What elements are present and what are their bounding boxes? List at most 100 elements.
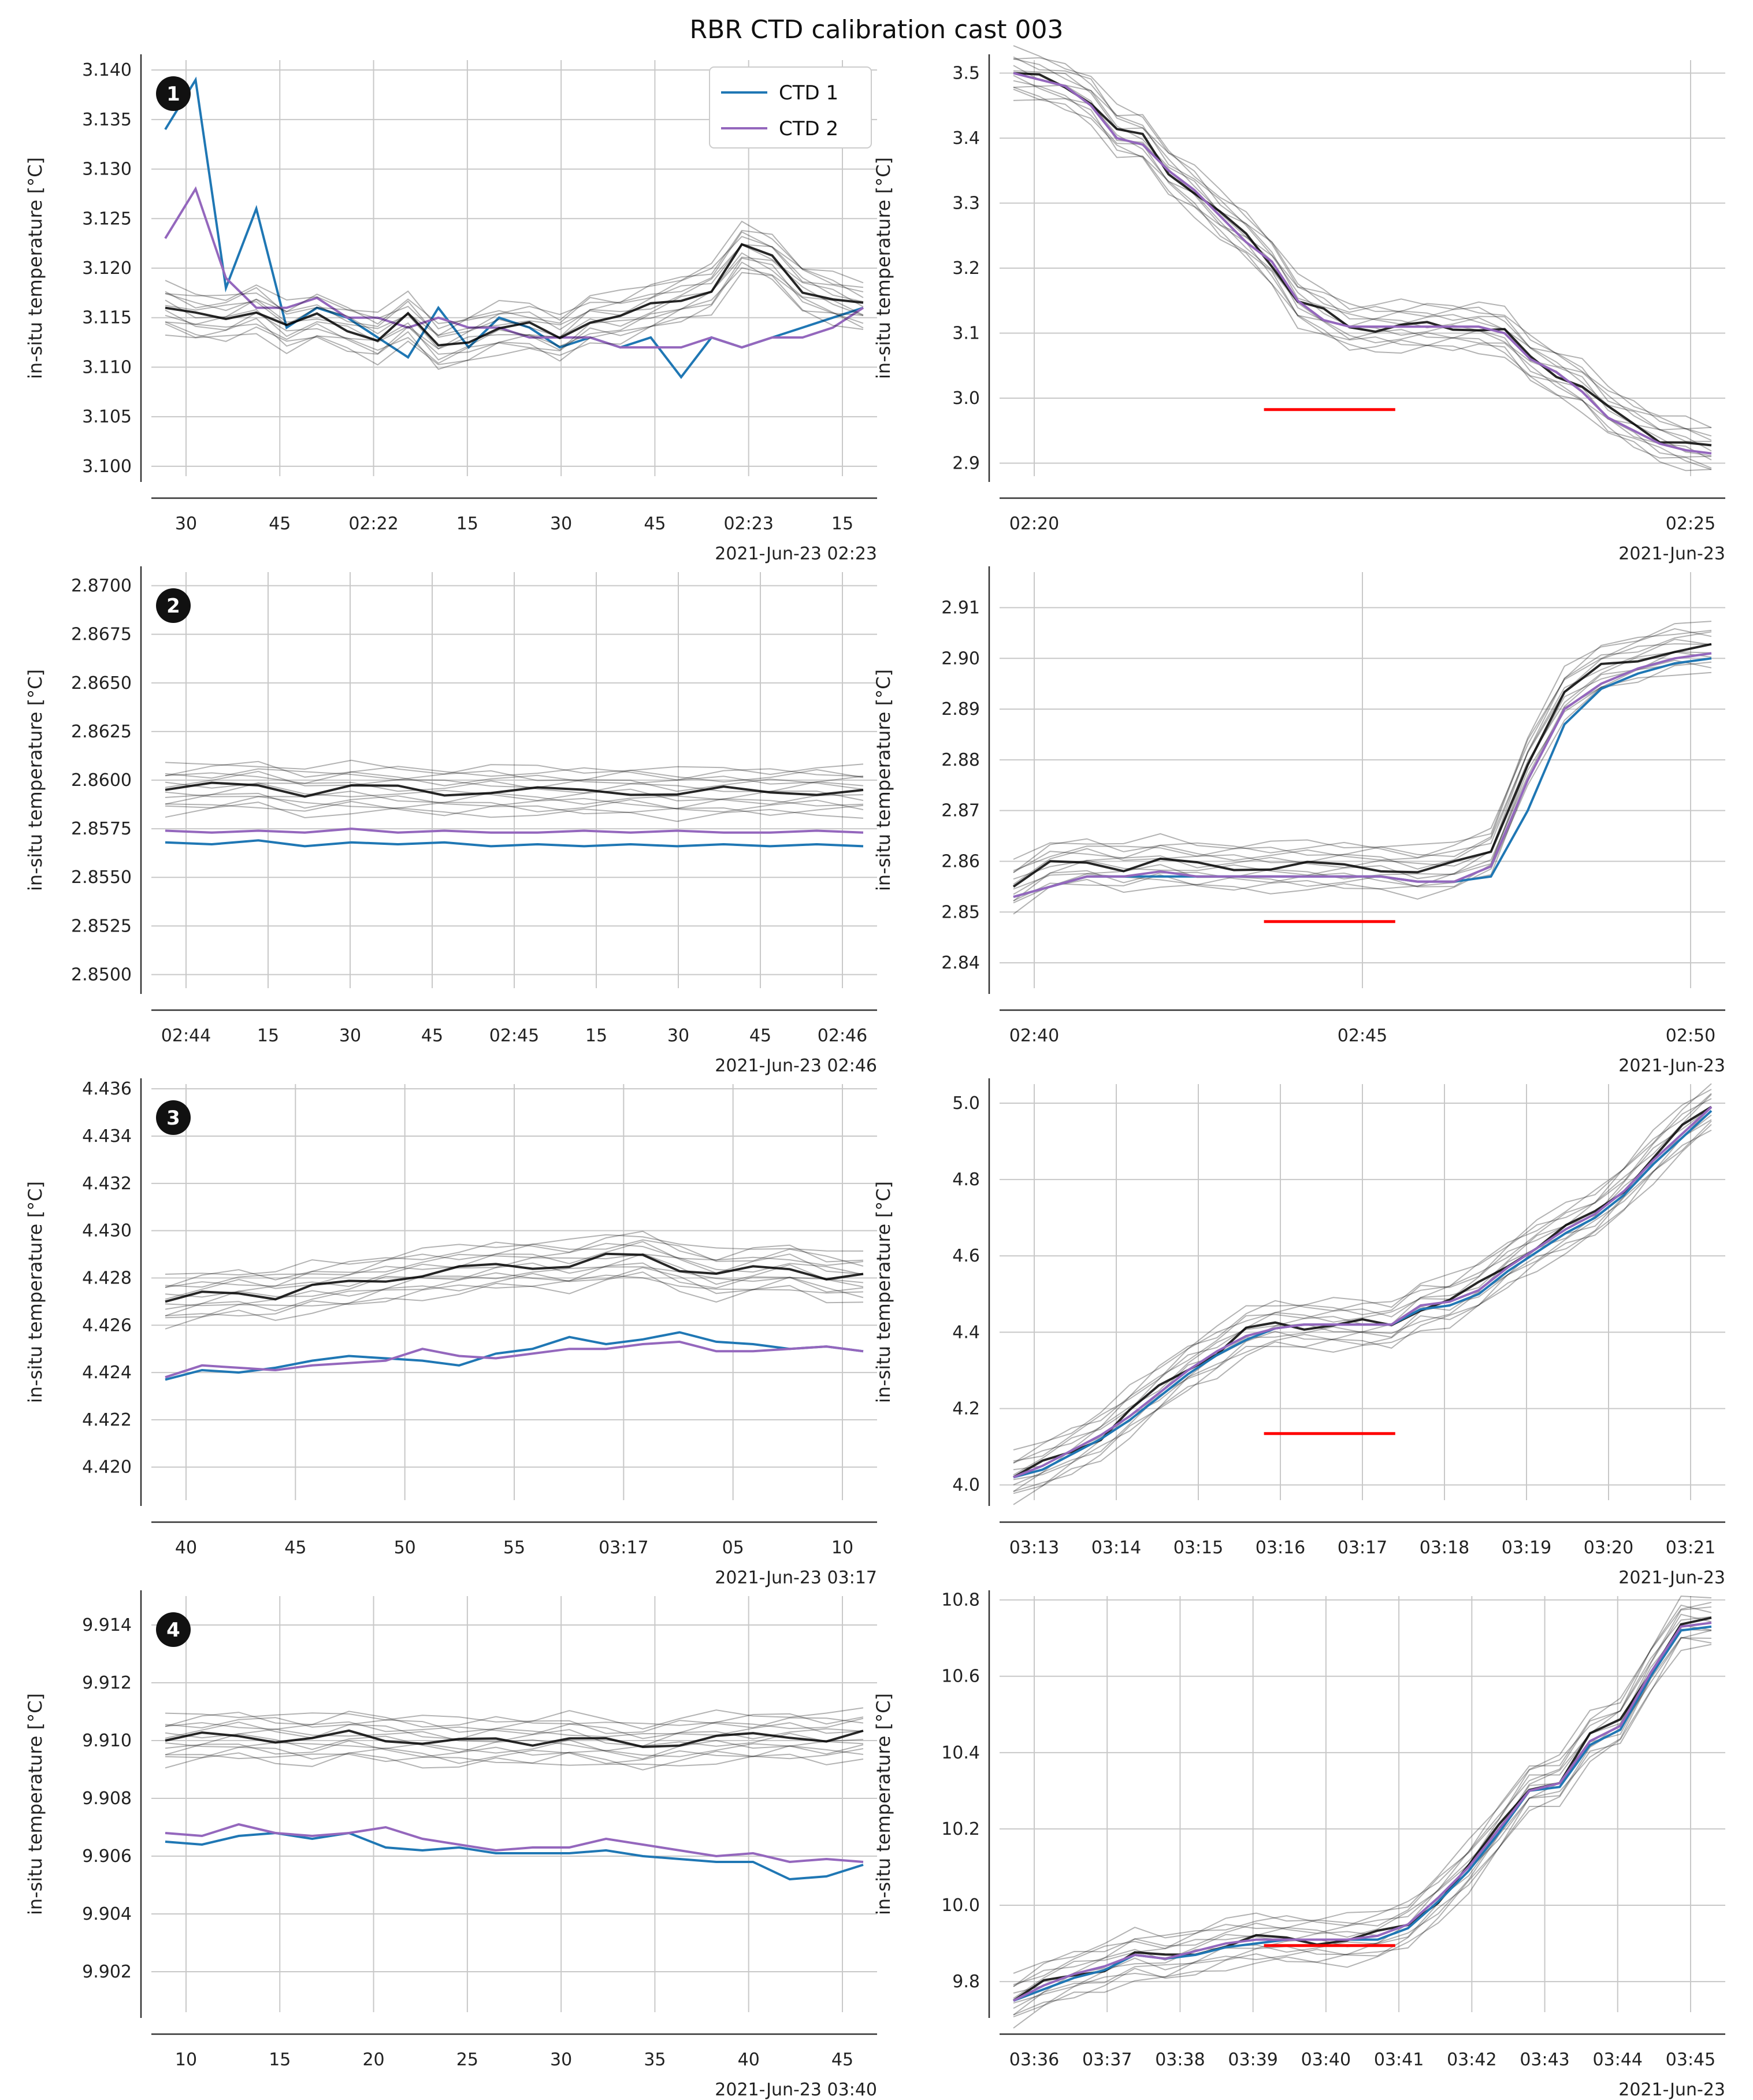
y-tick-label: 9.910 — [82, 1731, 132, 1751]
panel-badge — [156, 76, 191, 111]
reference-line — [165, 1241, 864, 1300]
reference-line — [1013, 58, 1712, 437]
reference-line — [1013, 628, 1712, 871]
x-tick-label: 30 — [550, 514, 572, 534]
panel-badge-label: 2 — [166, 595, 180, 618]
x-tick-label: 03:17 — [599, 1538, 648, 1558]
y-tick-label: 2.9 — [952, 454, 980, 474]
x-tick-label: 02:22 — [348, 514, 398, 534]
reference-line — [165, 236, 864, 336]
y-tick-label: 4.4 — [952, 1322, 980, 1342]
reference-line — [1013, 1601, 1712, 1987]
reference-line — [165, 800, 864, 817]
reference-line — [1013, 56, 1712, 441]
x-tick-label: 15 — [585, 1026, 607, 1046]
reference-line — [1013, 1129, 1712, 1492]
x-offset-label: 2021-Jun-23 03:40 — [715, 2080, 877, 2100]
panel-4-left: 9.902 9.904 9.906 9.908 9.910 9.912 9.914 10 15 2… — [24, 1590, 877, 2100]
reference-line — [165, 1721, 864, 1740]
reference-line — [1013, 1637, 1712, 2018]
y-tick-label: 10.0 — [941, 1895, 980, 1916]
y-tick-label: 10.2 — [941, 1819, 980, 1839]
reference-line — [165, 267, 864, 364]
reference-line — [1013, 70, 1712, 442]
x-tick-label: 02:23 — [723, 514, 773, 534]
reference-line — [1013, 87, 1712, 469]
y-tick-label: 2.8675 — [71, 625, 132, 645]
reference-line — [165, 781, 864, 798]
panel-3-right: 4.0 4.2 4.4 4.6 4.8 5.0 03:13 03:14 03:15 03:16 03… — [872, 1078, 1725, 1588]
panel-1-left: 3.100 3.105 3.110 3.115 3.120 3.125 3.130 3.135… — [24, 54, 877, 564]
reference-line — [165, 244, 864, 336]
y-tick-label: 9.8 — [952, 1972, 980, 1992]
x-tick-label: 02:45 — [489, 1026, 539, 1046]
reference-line — [1013, 1124, 1712, 1505]
reference-line — [1013, 631, 1712, 873]
x-tick-label: 03:39 — [1228, 2050, 1277, 2070]
reference-line — [165, 1711, 864, 1728]
x-offset-label: 2021-Jun-23 03:17 — [715, 1568, 877, 1588]
y-tick-label: 2.90 — [941, 648, 980, 669]
reference-line — [165, 261, 864, 370]
y-tick-label: 4.428 — [82, 1268, 132, 1288]
reference-line — [1013, 1105, 1713, 1479]
y-tick-label: 3.135 — [82, 110, 132, 130]
x-tick-label: 03:40 — [1301, 2050, 1351, 2070]
x-tick-label: 03:43 — [1520, 2050, 1569, 2070]
y-tick-label: 3.2 — [952, 258, 980, 279]
y-tick-label: 3.140 — [82, 60, 132, 80]
reference-line — [165, 1717, 864, 1734]
x-tick-label: 45 — [644, 514, 666, 534]
reference-line — [165, 792, 864, 810]
reference-line — [165, 1729, 864, 1749]
x-tick-label: 03:17 — [1338, 1538, 1387, 1558]
reference-line — [1013, 1114, 1712, 1492]
reference-line — [165, 1752, 864, 1769]
x-tick-label: 02:46 — [818, 1026, 867, 1046]
x-tick-label: 45 — [284, 1538, 306, 1558]
x-tick-label: 03:18 — [1420, 1538, 1469, 1558]
reference-line — [1013, 1628, 1712, 2009]
x-tick-label: 40 — [175, 1538, 197, 1558]
panel-2-left: 2.8500 2.8525 2.8550 2.8575 2.8600 2.8625 2.86… — [24, 566, 877, 1076]
series-line-ctd-2 — [165, 1340, 864, 1379]
reference-line — [1013, 1624, 1712, 2004]
y-tick-label: 4.426 — [82, 1315, 132, 1335]
x-tick-label: 30 — [339, 1026, 361, 1046]
reference-line — [1013, 1637, 1712, 2016]
reference-line — [165, 759, 864, 776]
series-line-ctd-2 — [165, 1823, 864, 1864]
x-tick-label: 03:15 — [1173, 1538, 1223, 1558]
y-tick-label: 3.0 — [952, 388, 980, 409]
reference-line — [165, 1234, 864, 1276]
y-tick-label: 9.904 — [82, 1904, 132, 1924]
reference-line — [1013, 671, 1712, 915]
y-tick-label: 2.8650 — [71, 673, 132, 693]
reference-line — [1013, 1630, 1712, 2016]
y-tick-label: 3.115 — [82, 308, 132, 328]
x-tick-label: 20 — [362, 2050, 384, 2070]
y-tick-label: 9.912 — [82, 1673, 132, 1693]
reference-line — [165, 768, 864, 783]
x-offset-label: 2021-Jun-23 02:46 — [715, 1056, 877, 1076]
reference-line — [165, 244, 864, 350]
x-tick-label: 25 — [456, 2050, 478, 2070]
x-tick-label: 02:40 — [1009, 1026, 1059, 1046]
y-tick-label: 3.5 — [952, 64, 980, 84]
x-tick-label: 45 — [269, 514, 291, 534]
reference-line — [1013, 1121, 1712, 1494]
reference-line — [165, 802, 864, 822]
y-axis-label: in-situ temperature [°C] — [24, 1181, 46, 1403]
reference-line — [165, 272, 864, 366]
reference-line — [1013, 1083, 1712, 1464]
y-tick-label: 9.906 — [82, 1846, 132, 1867]
x-offset-label: 2021-Jun-23 — [1618, 544, 1725, 564]
series-line-ctd-2 — [1013, 72, 1712, 455]
x-tick-label: 02:50 — [1666, 1026, 1715, 1046]
y-tick-label: 4.436 — [82, 1079, 132, 1099]
x-tick-label: 02:45 — [1338, 1026, 1387, 1046]
panel-badge-label: 4 — [166, 1619, 180, 1642]
series-line-ctd-1 — [165, 839, 864, 848]
reference-line — [165, 1707, 864, 1730]
